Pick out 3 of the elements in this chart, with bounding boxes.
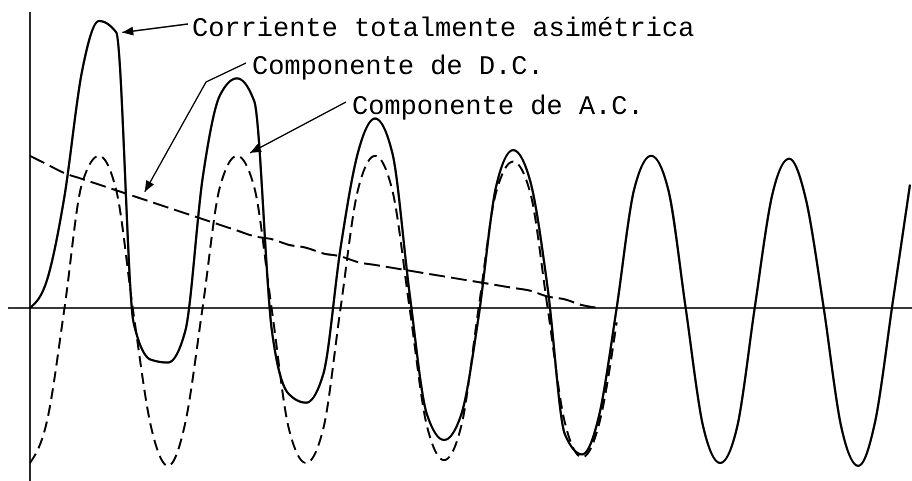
text: Componente de D.C. (252, 53, 544, 83)
legend-label: Corriente totalmente asimétrica (192, 15, 694, 45)
series-label: Componente de A.C. (352, 93, 644, 123)
